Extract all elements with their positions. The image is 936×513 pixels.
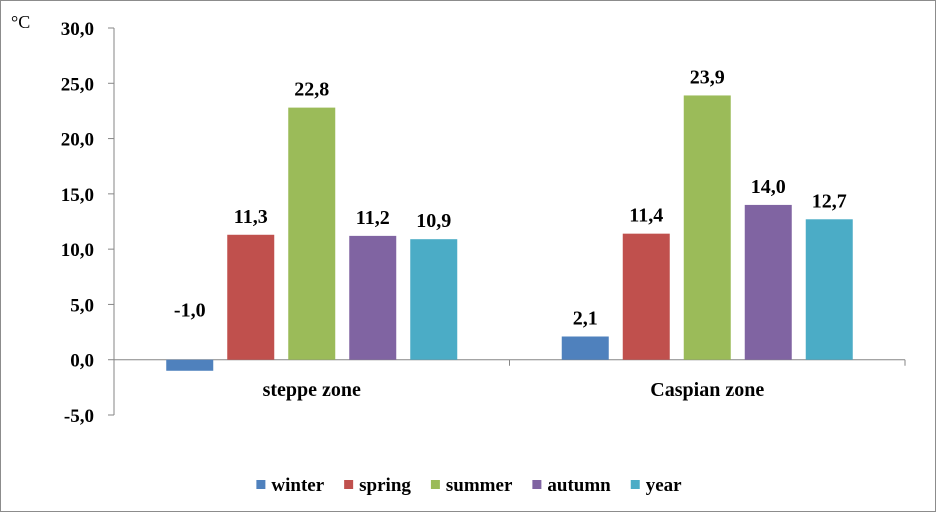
data-label: 2,1 — [573, 307, 598, 329]
legend-swatch — [532, 480, 542, 489]
data-labels: -1,0 11,3 22,8 11,2 10,9 2,1 11,4 23,9 14,0 12,7 — [174, 66, 847, 329]
data-label: 11,3 — [234, 206, 268, 228]
bar-winter-1 — [561, 336, 609, 360]
legend-swatch — [430, 480, 440, 489]
y-tick-label: 25,0 — [61, 74, 94, 95]
y-tick-label: 30,0 — [61, 19, 94, 40]
legend-label: winter — [271, 475, 324, 496]
legend-item-winter: winter — [256, 475, 325, 496]
legend-label: spring — [359, 475, 411, 496]
category-label: steppe zone — [263, 379, 361, 401]
bar-year-1 — [805, 219, 853, 360]
legend-swatch — [630, 480, 640, 489]
legend-label: autumn — [547, 475, 611, 496]
data-label: -1,0 — [174, 300, 206, 322]
data-label: 10,9 — [416, 210, 451, 232]
bar-summer-0 — [288, 107, 336, 360]
legend-swatch — [256, 480, 266, 489]
legend-item-autumn: autumn — [532, 475, 611, 496]
bar-spring-0 — [227, 234, 275, 360]
data-label: 23,9 — [690, 66, 725, 88]
y-tick-label: -5,0 — [64, 406, 94, 427]
legend-item-summer: summer — [430, 475, 513, 496]
y-unit-label: °C — [11, 12, 30, 32]
y-tick-label: 15,0 — [61, 185, 94, 206]
y-tick-label: 20,0 — [61, 130, 94, 151]
legend: winter spring summer autumn year — [256, 475, 682, 496]
bar-autumn-1 — [744, 204, 792, 360]
bar-summer-1 — [683, 95, 731, 360]
y-tick-label: 5,0 — [70, 295, 94, 316]
legend-item-year: year — [630, 475, 682, 496]
axes: 30,0 25,0 20,0 15,0 10,0 5,0 0,0 -5,0 steppe zon… — [61, 19, 906, 427]
data-label: 11,4 — [629, 205, 663, 227]
bars — [166, 95, 853, 371]
bar-year-0 — [410, 239, 458, 360]
bar-spring-1 — [622, 233, 670, 360]
data-label: 14,0 — [751, 176, 786, 198]
legend-swatch — [344, 480, 354, 489]
bar-autumn-0 — [349, 235, 397, 360]
y-tick-label: 10,0 — [61, 240, 94, 261]
data-label: 22,8 — [294, 79, 329, 101]
legend-label: summer — [446, 475, 513, 496]
category-label: Caspian zone — [650, 379, 764, 401]
y-tick-label: 0,0 — [70, 351, 94, 372]
data-label: 11,2 — [356, 207, 390, 229]
legend-item-spring: spring — [344, 475, 411, 496]
data-label: 12,7 — [812, 190, 847, 212]
bar-winter-0 — [166, 359, 214, 371]
legend-label: year — [646, 475, 682, 496]
